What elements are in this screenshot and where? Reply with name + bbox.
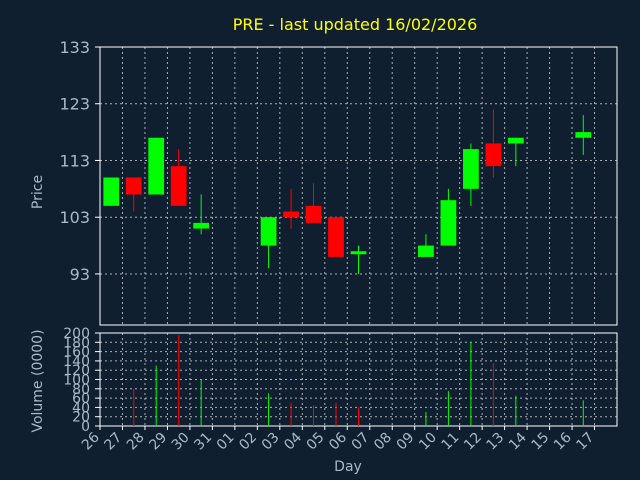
candle-body xyxy=(575,132,592,138)
volume-tick-label: 40 xyxy=(72,400,90,416)
candle-body xyxy=(125,177,142,195)
candle-body xyxy=(305,205,322,223)
x-tick-label: 31 xyxy=(191,430,215,454)
x-tick-label: 29 xyxy=(146,430,170,454)
candle-body xyxy=(328,217,344,257)
x-tick-label: 06 xyxy=(326,429,350,453)
x-tick-label: 08 xyxy=(371,430,395,454)
price-y-ticks: 93 103 113 123 133 xyxy=(59,38,100,284)
volume-grid xyxy=(100,332,617,427)
candle-body xyxy=(103,177,120,206)
candle-body xyxy=(283,211,299,218)
x-tick-label: 11 xyxy=(439,430,463,454)
x-ticks: 2627282930310102030405060708091011121314… xyxy=(79,426,597,453)
candle-body xyxy=(170,166,187,206)
x-tick-label: 14 xyxy=(506,429,530,453)
x-tick-label: 03 xyxy=(259,430,283,454)
candle-body xyxy=(350,251,367,255)
volume-axis-label: Volume (0000) xyxy=(30,329,46,432)
x-tick-label: 30 xyxy=(169,430,193,454)
price-tick-label: 113 xyxy=(59,151,90,170)
x-tick-label: 16 xyxy=(551,429,575,453)
price-tick-label: 133 xyxy=(59,38,90,57)
candles xyxy=(103,109,592,274)
price-axis-label: Price xyxy=(30,175,46,209)
candle-body xyxy=(193,222,210,229)
price-plot-frame xyxy=(99,46,618,326)
x-tick-label: 12 xyxy=(461,430,485,454)
candle-body xyxy=(463,149,479,189)
candle-body xyxy=(418,245,434,257)
volume-tick-label: 200 xyxy=(63,326,90,342)
volume-tick-label: 60 xyxy=(72,391,90,407)
candle-body xyxy=(507,137,524,144)
volume-bars xyxy=(133,335,584,426)
x-tick-label: 01 xyxy=(214,430,238,454)
price-grid xyxy=(100,46,617,325)
price-tick-label: 123 xyxy=(59,95,90,114)
volume-tick-label: 100 xyxy=(63,373,90,389)
x-tick-label: 02 xyxy=(236,430,260,454)
candle-body xyxy=(148,137,165,195)
volume-tick-label: 80 xyxy=(72,382,90,398)
volume-tick-label: 120 xyxy=(63,363,90,379)
chart-title: PRE - last updated 16/02/2026 xyxy=(233,15,478,34)
volume-tick-label: 140 xyxy=(63,354,90,370)
price-tick-label: 103 xyxy=(59,208,90,227)
x-tick-label: 15 xyxy=(528,430,552,454)
x-tick-label: 09 xyxy=(394,430,418,454)
candle-body xyxy=(440,200,457,246)
candle-body xyxy=(260,217,277,246)
x-tick-label: 05 xyxy=(304,430,328,454)
volume-tick-label: 160 xyxy=(63,345,90,361)
volume-tick-label: 20 xyxy=(72,410,90,426)
x-tick-label: 13 xyxy=(484,430,508,454)
x-tick-label: 07 xyxy=(349,430,373,454)
x-tick-label: 17 xyxy=(573,430,597,454)
price-tick-label: 93 xyxy=(70,265,90,284)
x-tick-label: 10 xyxy=(416,430,440,454)
volume-tick-label: 180 xyxy=(63,335,90,351)
volume-tick-label: 0 xyxy=(81,419,90,435)
x-axis-label: Day xyxy=(334,459,362,475)
candle-body xyxy=(485,143,502,167)
x-tick-label: 27 xyxy=(101,430,125,454)
x-tick-label: 04 xyxy=(281,429,305,453)
x-tick-label: 28 xyxy=(124,430,148,454)
